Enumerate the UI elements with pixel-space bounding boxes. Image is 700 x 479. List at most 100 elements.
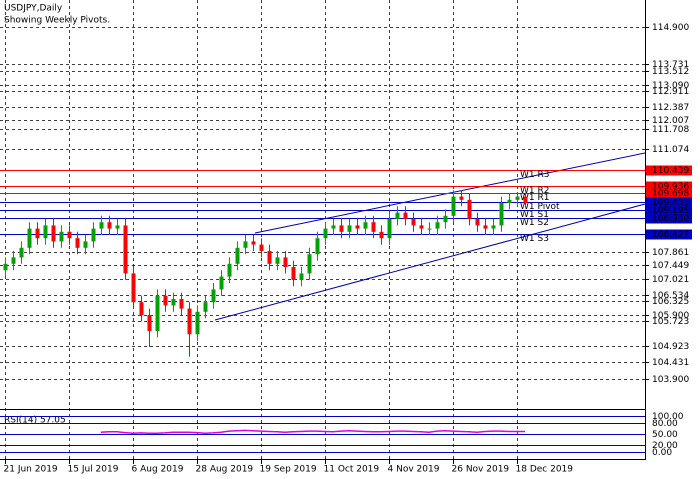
candle-body (427, 228, 432, 230)
x-tick-label: 11 Oct 2019 (324, 465, 380, 475)
candle-body (243, 241, 248, 248)
candle-body (147, 315, 152, 332)
x-tick-label: 21 Jun 2019 (4, 465, 58, 475)
y-tick-label: 112.911 (652, 87, 689, 97)
candle-body (515, 196, 520, 200)
x-tick-label: 6 Aug 2019 (132, 465, 184, 475)
pivot-price: 109.936 (652, 182, 689, 192)
candle-body (155, 295, 160, 332)
candle-body (355, 225, 360, 229)
candle-body (259, 244, 264, 252)
y-tick-label: 112.007 (652, 116, 689, 126)
rsi-tick-label: 20.00 (652, 441, 678, 451)
x-tick-label: 28 Aug 2019 (196, 465, 254, 475)
candle-body (419, 225, 424, 229)
pivot-price-box (646, 181, 692, 192)
y-tick-label: 113.731 (652, 60, 689, 70)
y-tick-label: 114.900 (652, 23, 689, 33)
rsi-line (100, 429, 525, 435)
pivot-price: 109.195 (652, 206, 689, 216)
pivot-price-box (646, 188, 692, 199)
candle-body (3, 263, 8, 271)
rsi-tick-label: 0.00 (652, 448, 672, 458)
candle-body (483, 225, 488, 229)
candle-body (363, 222, 368, 229)
candle-body (131, 273, 136, 303)
candle-body (19, 247, 24, 258)
chart-title: USDJPY,Daily (4, 4, 63, 14)
candle-body (75, 238, 80, 248)
candle-body (139, 302, 144, 316)
candle-body (171, 299, 176, 306)
candle-body (251, 241, 256, 245)
pivot-price: 108.930 (652, 214, 689, 224)
candle-body (523, 196, 528, 204)
candle-body (451, 196, 456, 216)
chart-subtitle: Showing Weekly Pivots. (4, 16, 110, 26)
pivot-name: W1 R2 (520, 186, 549, 196)
y-tick-label: 113.090 (652, 81, 689, 91)
candle-body (11, 257, 16, 264)
y-tick-label: 104.431 (652, 358, 689, 368)
pivot-price-box (646, 165, 692, 176)
candle-body (331, 225, 336, 229)
candle-body (339, 225, 344, 232)
candle-body (235, 247, 240, 264)
x-tick-label: 18 Dec 2019 (516, 465, 574, 475)
candle-body (347, 225, 352, 232)
y-tick-label: 111.074 (652, 145, 689, 155)
y-tick-label: 103.900 (652, 375, 689, 385)
candle-body (163, 295, 168, 306)
y-tick-label: 106.534 (652, 291, 689, 301)
candle-body (387, 219, 392, 239)
pivot-name: W1 S1 (520, 210, 549, 220)
pivot-price: 110.439 (652, 166, 689, 176)
rsi-tick-label: 100.00 (652, 412, 684, 422)
candle-body (267, 251, 272, 264)
candle-body (475, 219, 480, 226)
pivot-price-box (646, 197, 692, 208)
pivot-price: 109.433 (652, 198, 689, 208)
candle-body (395, 212, 400, 220)
candle-body (123, 225, 128, 274)
y-tick-label: 107.449 (652, 261, 689, 271)
y-tick-label: 106.325 (652, 297, 689, 307)
pivot-name: W1 S2 (520, 218, 549, 228)
candle-body (219, 276, 224, 290)
candle-body (115, 225, 120, 229)
candle-body (179, 299, 184, 309)
candle-body (443, 215, 448, 223)
y-tick-label: 112.387 (652, 103, 689, 113)
x-tick-label: 4 Nov 2019 (388, 465, 440, 475)
pivot-price-box (646, 213, 692, 224)
candle-body (507, 199, 512, 204)
y-tick-label: 111.708 (652, 125, 689, 135)
candle-body (211, 289, 216, 303)
candle-body (59, 231, 64, 242)
y-tick-label: 107.861 (652, 248, 689, 258)
candle-body (83, 241, 88, 248)
y-tick-label: 105.900 (652, 311, 689, 321)
candle-body (35, 228, 40, 239)
candle-body (187, 308, 192, 335)
candle-body (459, 196, 464, 200)
rsi-tick-label: 50.00 (652, 430, 678, 440)
pivot-name: W1 R3 (520, 170, 549, 180)
candle-body (283, 257, 288, 268)
x-tick-label: 15 Jul 2019 (68, 465, 119, 475)
candle-body (299, 273, 304, 280)
pivot-price-box (646, 205, 692, 216)
channel-lower (214, 203, 646, 321)
candle-body (91, 228, 96, 242)
candle-body (203, 302, 208, 312)
pivot-name: W1 R1 (520, 193, 549, 203)
candle-body (323, 228, 328, 239)
rsi-tick-label: 80.00 (652, 419, 678, 429)
candle-body (491, 225, 496, 229)
pivot-name: W1 S3 (520, 234, 549, 244)
candle-body (435, 222, 440, 229)
candle-body (107, 222, 112, 229)
rsi-title: RSI(14) 57.05 (4, 416, 66, 426)
